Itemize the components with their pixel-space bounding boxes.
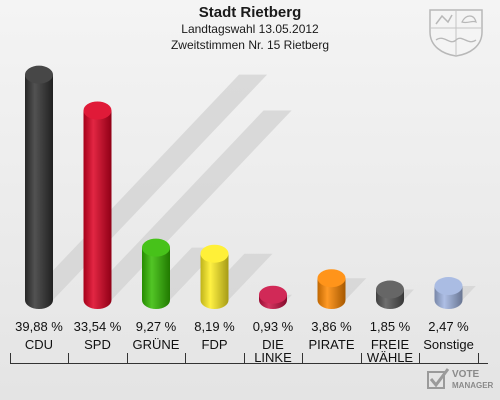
- category-label: DIE LINKE: [254, 337, 292, 365]
- coat-of-arms-icon: [429, 9, 483, 57]
- bar-bottom: [83, 291, 112, 309]
- bar: [25, 65, 53, 309]
- bar-cap: [83, 101, 112, 120]
- category-label: SPD: [84, 337, 111, 352]
- bar-bottom: [317, 291, 346, 309]
- bar: [259, 285, 287, 309]
- value-label: 0,93 %: [252, 319, 294, 334]
- axis-tick: [68, 353, 69, 363]
- category-label: PIRATE: [308, 337, 355, 352]
- bar-body: [83, 110, 112, 301]
- category-label: FDP: [201, 337, 228, 352]
- logo-line-1: VOTE: [452, 369, 480, 380]
- value-label: 2,47 %: [428, 319, 469, 334]
- axis-tick: [478, 353, 479, 363]
- category-label: FREIE WÄHLE: [366, 337, 414, 365]
- value-label: 1,85 %: [369, 319, 411, 334]
- value-label: 33,54 %: [73, 319, 122, 334]
- chart-subtitle-2: Zweitstimmen Nr. 15 Rietberg: [170, 38, 330, 52]
- bar: [142, 238, 170, 309]
- bar: [376, 280, 404, 309]
- bar-cap: [142, 238, 170, 257]
- bar-bottom: [25, 291, 53, 309]
- bar: [200, 244, 229, 309]
- category-label: CDU: [24, 337, 54, 352]
- votemanager-logo-icon: [427, 368, 450, 389]
- bar: [317, 269, 346, 309]
- bar-cap: [25, 65, 53, 84]
- logo-line-2: MANAGER: [452, 381, 494, 390]
- axis-tick: [127, 353, 128, 363]
- axis-tick: [361, 353, 362, 363]
- bar-shadow: [83, 110, 292, 301]
- bar-cap: [434, 277, 463, 296]
- bar-cap: [200, 244, 229, 263]
- bars: [25, 65, 463, 309]
- bar: [83, 101, 112, 309]
- bar: [434, 277, 463, 309]
- chart-subtitle: Landtagswahl 13.05.2012: [181, 22, 319, 36]
- category-label: GRÜNE: [132, 337, 180, 352]
- value-label: 8,19 %: [194, 319, 235, 334]
- bar-cap: [259, 285, 287, 304]
- votemanager-logo: VOTE MANAGER: [452, 369, 493, 391]
- bar-cap: [376, 280, 404, 299]
- chart-title: Stadt Rietberg: [198, 4, 302, 21]
- axis-tick: [244, 353, 245, 363]
- value-label: 9,27 %: [135, 319, 177, 334]
- bar-bottom: [142, 291, 170, 309]
- bar-body: [25, 74, 53, 300]
- axis-tick: [185, 353, 186, 363]
- bar-cap: [317, 269, 346, 288]
- value-label: 3,86 %: [311, 319, 352, 334]
- bar-bottom: [434, 291, 463, 309]
- bar-bottom: [200, 291, 229, 309]
- axis-tick: [302, 353, 303, 363]
- axis-tick: [419, 353, 420, 363]
- value-label: 39,88 %: [15, 319, 63, 334]
- axis-tick: [10, 353, 11, 363]
- category-label: Sonstige: [423, 337, 474, 352]
- axis-baseline: [10, 353, 488, 364]
